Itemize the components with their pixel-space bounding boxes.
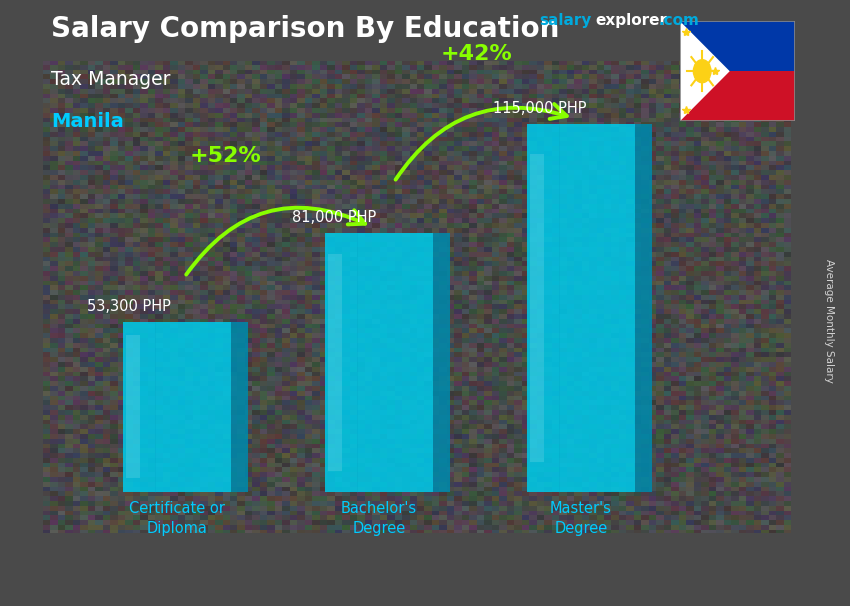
Polygon shape <box>123 322 231 491</box>
Text: Certificate or
Diploma: Certificate or Diploma <box>129 501 225 536</box>
Text: +52%: +52% <box>190 147 262 167</box>
Text: Tax Manager: Tax Manager <box>51 70 171 88</box>
Text: Average Monthly Salary: Average Monthly Salary <box>824 259 834 383</box>
Text: +42%: +42% <box>440 44 513 64</box>
Text: 81,000 PHP: 81,000 PHP <box>292 210 377 225</box>
Circle shape <box>694 60 711 82</box>
Text: 53,300 PHP: 53,300 PHP <box>87 299 171 313</box>
Text: salary: salary <box>540 13 592 28</box>
Polygon shape <box>680 21 729 121</box>
Polygon shape <box>680 21 795 71</box>
Polygon shape <box>126 335 140 478</box>
Polygon shape <box>527 124 635 491</box>
Text: Master's
Degree: Master's Degree <box>550 501 612 536</box>
Text: Bachelor's
Degree: Bachelor's Degree <box>341 501 417 536</box>
Polygon shape <box>530 154 544 462</box>
Text: explorer: explorer <box>595 13 667 28</box>
Polygon shape <box>635 124 652 491</box>
Polygon shape <box>325 233 434 491</box>
Text: Manila: Manila <box>51 112 124 131</box>
Text: 115,000 PHP: 115,000 PHP <box>493 101 586 116</box>
Polygon shape <box>328 254 342 471</box>
Polygon shape <box>680 71 795 121</box>
Text: .com: .com <box>659 13 700 28</box>
Polygon shape <box>434 233 450 491</box>
Text: Salary Comparison By Education: Salary Comparison By Education <box>51 15 559 43</box>
Polygon shape <box>231 322 248 491</box>
